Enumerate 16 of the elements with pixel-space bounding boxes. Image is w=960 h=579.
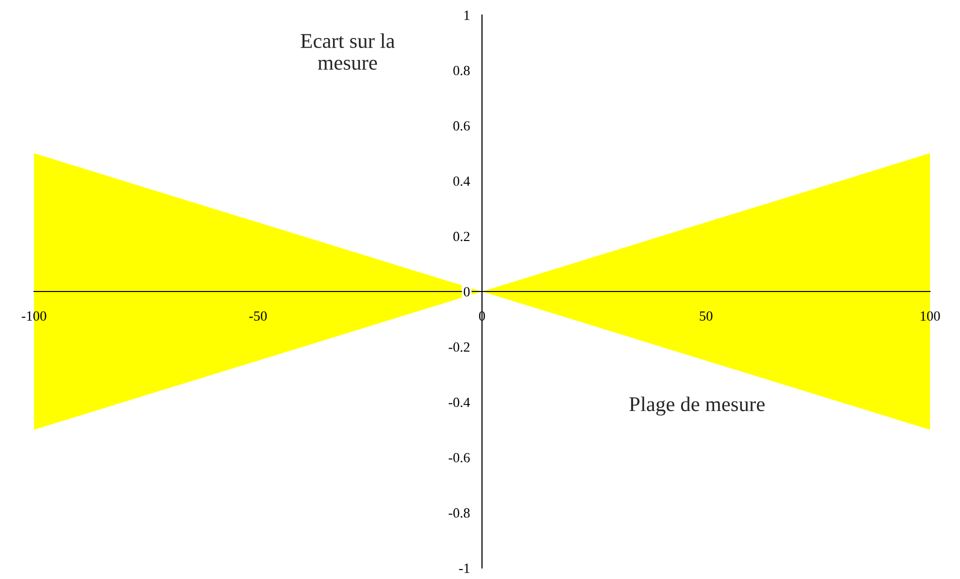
y-tick-label: 1 <box>464 10 470 20</box>
x-axis-title: Plage de mesure <box>629 396 765 416</box>
y-tick-label: -0.8 <box>448 508 470 518</box>
y-tick-label: -0.6 <box>448 452 470 462</box>
y-tick-label: -0.2 <box>448 342 470 352</box>
y-tick-label: 0.4 <box>453 176 470 186</box>
y-tick-label: -0.4 <box>448 398 470 408</box>
y-tick-label: 0.2 <box>453 232 470 242</box>
y-tick-label: -1 <box>459 564 470 573</box>
x-tick-label: -50 <box>249 311 267 321</box>
y-axis-title: Ecart sur la mesure <box>300 33 395 70</box>
y-tick-label: 0.8 <box>453 66 470 76</box>
x-tick-label: 50 <box>700 311 712 321</box>
y-tick-label: 0.6 <box>453 121 470 131</box>
y-tick-label: 0 <box>464 287 470 296</box>
x-tick-label: -100 <box>22 311 46 321</box>
